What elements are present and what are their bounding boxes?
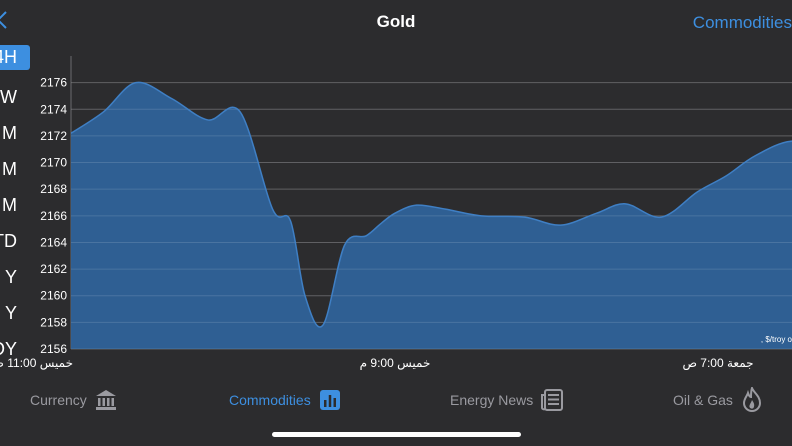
- range-tab-0[interactable]: 4H: [0, 45, 30, 70]
- range-tab-6[interactable]: Y: [4, 267, 17, 287]
- range-tab-7[interactable]: Y: [4, 303, 17, 323]
- unit-note: , $/troy o: [761, 335, 792, 344]
- tab-currency[interactable]: Currency: [30, 380, 117, 420]
- y-tick-label: 2160: [40, 289, 67, 303]
- y-tick-label: 2162: [40, 262, 67, 276]
- tab-label-commodities: Commodities: [229, 392, 311, 408]
- range-tab-3[interactable]: M: [2, 159, 17, 179]
- range-tab-5[interactable]: TD: [0, 231, 17, 251]
- range-tab-2[interactable]: M: [2, 123, 17, 143]
- y-tick-label: 2164: [40, 235, 67, 249]
- newspaper-icon: [541, 389, 564, 411]
- y-tick-label: 2156: [40, 342, 67, 356]
- bottom-tab-bar: Currency Commodities Energy News Oi: [0, 380, 792, 420]
- bank-icon: [95, 390, 116, 410]
- range-tab-4[interactable]: M: [2, 195, 17, 215]
- tab-energy-news[interactable]: Energy News: [450, 380, 564, 420]
- page-title: Gold: [376, 12, 416, 31]
- y-tick-label: 2170: [40, 156, 67, 170]
- range-tab-1[interactable]: W: [0, 87, 17, 107]
- commodities-nav-button[interactable]: Commodities: [692, 13, 792, 32]
- x-tick-label: خميس 9:00 م: [360, 356, 431, 371]
- x-tick-label: جمعة 7:00 ص: [682, 356, 753, 371]
- y-tick-label: 2172: [40, 129, 67, 143]
- tab-label-oil-gas: Oil & Gas: [673, 392, 733, 408]
- x-tick-label: خميس 11:00 ص: [0, 356, 73, 371]
- home-indicator[interactable]: [272, 432, 521, 437]
- tab-label-currency: Currency: [30, 392, 87, 408]
- price-chart[interactable]: 2156 2158 2160 2162 2164 2166 2168 2170 2172 2174…: [0, 0, 792, 380]
- y-tick-label: 2166: [40, 209, 67, 223]
- tab-label-energy-news: Energy News: [450, 392, 534, 408]
- chevron-left-icon[interactable]: [0, 10, 10, 30]
- price-area: [71, 82, 792, 349]
- bar-chart-icon: [319, 390, 340, 410]
- flame-icon: [742, 387, 761, 412]
- y-tick-label: 2174: [40, 102, 67, 116]
- tab-commodities[interactable]: Commodities: [229, 380, 341, 420]
- price-line: [71, 81, 792, 328]
- y-tick-label: 2168: [40, 182, 67, 196]
- range-tab-8[interactable]: DY: [0, 339, 17, 359]
- y-tick-label: 2158: [40, 315, 67, 329]
- tab-oil-gas[interactable]: Oil & Gas: [673, 380, 763, 420]
- y-tick-label: 2176: [40, 76, 67, 90]
